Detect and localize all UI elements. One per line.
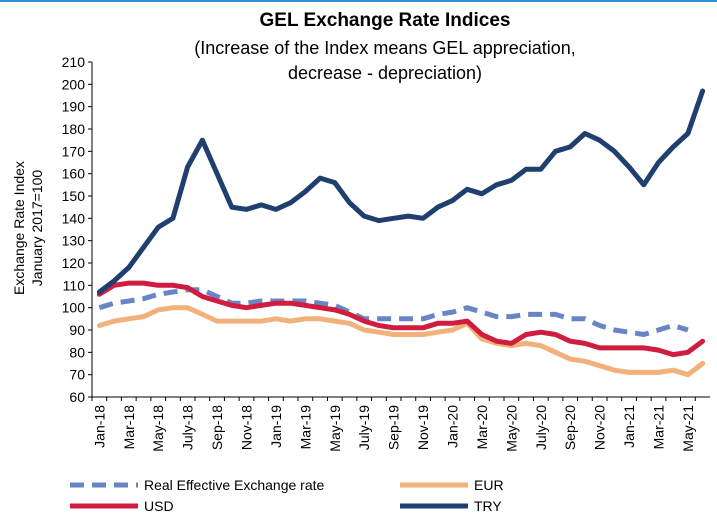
x-tick-label: July-18 <box>180 405 196 450</box>
chart-subtitle: decrease - depreciation) <box>288 63 482 83</box>
x-tick-label: Jan-18 <box>91 405 107 448</box>
y-tick-label: 70 <box>69 367 85 383</box>
x-tick-label: Mar-21 <box>651 405 667 450</box>
x-tick-label: May-19 <box>327 405 343 452</box>
x-tick-label: July-20 <box>533 405 549 450</box>
y-tick-label: 80 <box>69 344 85 360</box>
y-tick-label: 100 <box>62 300 86 316</box>
x-tick-label: July-19 <box>356 405 372 450</box>
y-tick-label: 130 <box>62 233 86 249</box>
y-tick-label: 190 <box>62 99 86 115</box>
legend-label: TRY <box>474 498 502 514</box>
x-tick-label: Sep-20 <box>562 405 578 450</box>
series-line <box>96 88 706 295</box>
series-line <box>98 287 689 337</box>
y-tick-label: 110 <box>63 277 86 293</box>
y-tick-label: 160 <box>62 166 86 182</box>
legend-label: USD <box>144 498 174 514</box>
x-tick-label: May-21 <box>680 405 696 452</box>
y-tick-label: 150 <box>62 188 86 204</box>
y-tick-label: 210 <box>62 54 86 70</box>
y-axis-label: Exchange Rate Index <box>11 161 27 295</box>
chart-title: GEL Exchange Rate Indices <box>260 10 511 31</box>
x-tick-label: Mar-20 <box>474 405 490 450</box>
y-tick-label: 120 <box>62 255 86 271</box>
y-tick-label: 170 <box>62 143 86 159</box>
y-tick-label: 90 <box>69 322 85 338</box>
x-tick-label: Mar-18 <box>121 405 137 450</box>
legend-label: EUR <box>474 477 504 493</box>
x-tick-label: Jan-19 <box>268 405 284 448</box>
x-tick-label: Nov-19 <box>415 405 431 450</box>
legend-label: Real Effective Exchange rate <box>144 477 325 493</box>
series-line <box>96 280 706 358</box>
x-tick-label: Mar-19 <box>297 405 313 450</box>
x-tick-label: Jan-21 <box>621 405 637 448</box>
x-tick-label: May-20 <box>503 405 519 452</box>
y-axis-label: January 2017=100 <box>29 170 45 287</box>
y-tick-label: 200 <box>62 76 86 92</box>
x-tick-label: May-18 <box>150 405 166 452</box>
x-tick-label: Jan-20 <box>445 405 461 448</box>
chart-subtitle: (Increase of the Index means GEL appreci… <box>194 38 576 58</box>
x-tick-label: Nov-18 <box>239 405 255 450</box>
series-line <box>96 305 706 378</box>
y-tick-label: 140 <box>62 210 86 226</box>
x-tick-label: Sep-18 <box>209 405 225 450</box>
y-tick-label: 180 <box>62 121 86 137</box>
y-tick-label: 60 <box>69 389 85 405</box>
x-tick-label: Nov-20 <box>592 405 608 450</box>
x-tick-label: Sep-19 <box>386 405 402 450</box>
